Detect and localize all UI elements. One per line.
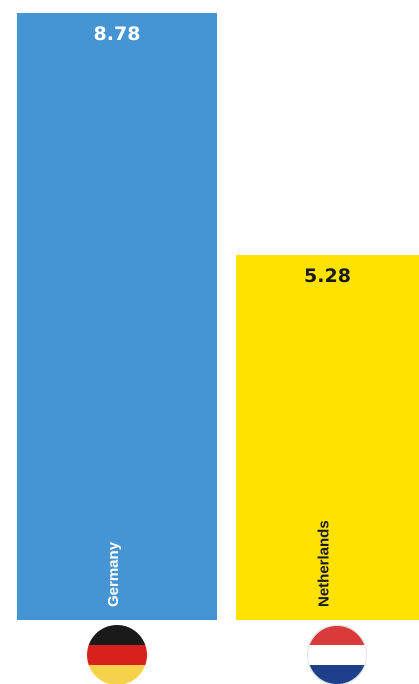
germany-flag-icon <box>87 625 147 684</box>
value-label-germany: 8.78 <box>94 23 141 45</box>
category-label-netherlands: Netherlands <box>315 520 332 607</box>
bar-group-netherlands: 5.28 Netherlands <box>236 254 419 620</box>
bar-group-germany: 8.78 Germany <box>17 13 217 620</box>
bar-netherlands <box>236 254 419 620</box>
value-label-netherlands: 5.28 <box>304 265 351 287</box>
bar-germany <box>17 13 217 620</box>
netherlands-flag-outline <box>307 625 367 684</box>
category-label-germany: Germany <box>105 541 122 607</box>
